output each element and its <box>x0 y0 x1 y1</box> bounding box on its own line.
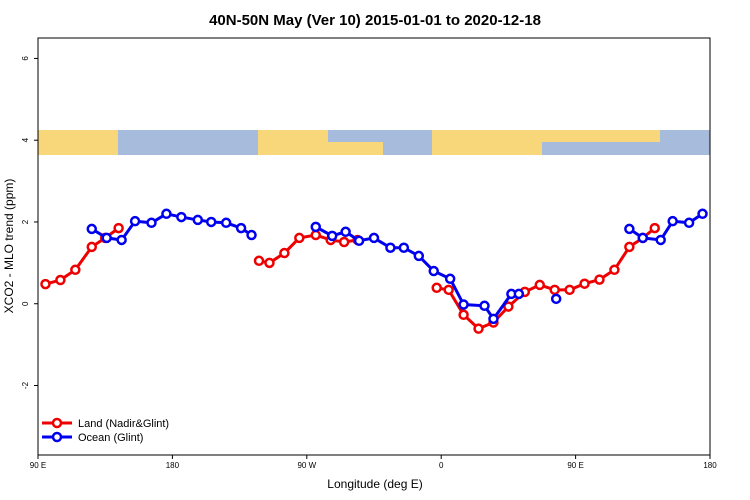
data-point <box>697 208 708 220</box>
data-point <box>624 223 635 235</box>
data-point <box>564 284 575 296</box>
data-point <box>398 242 410 253</box>
data-point <box>473 323 484 334</box>
legend-marker <box>51 431 63 443</box>
data-point <box>503 301 514 312</box>
x-tick-label: 180 <box>703 461 717 470</box>
data-point <box>86 223 98 235</box>
data-point <box>488 313 499 325</box>
data-point <box>192 214 204 226</box>
x-tick-label: 0 <box>439 461 444 470</box>
data-point <box>458 299 469 310</box>
data-point <box>116 234 127 246</box>
data-point <box>205 216 217 228</box>
data-point <box>579 278 590 289</box>
data-point <box>683 217 695 229</box>
x-axis-label: Longitude (deg E) <box>327 477 422 491</box>
y-tick-label: 0 <box>21 301 30 306</box>
plot-frame <box>37 37 711 456</box>
data-point <box>609 264 620 276</box>
data-point <box>549 284 560 296</box>
data-point <box>444 273 456 285</box>
data-point <box>667 215 678 227</box>
data-point <box>431 282 442 294</box>
data-point <box>594 274 605 285</box>
data-point <box>40 278 51 290</box>
data-point <box>428 265 439 277</box>
x-tick-label: 90 E <box>567 461 583 470</box>
y-tick-label: -2 <box>21 381 30 389</box>
series-line <box>45 226 656 331</box>
legend-label: Ocean (Glint) <box>78 432 143 444</box>
data-point <box>368 232 380 244</box>
data-point <box>55 274 66 286</box>
data-point <box>338 236 350 248</box>
data-point <box>458 309 469 321</box>
y-tick-label: 6 <box>21 56 30 61</box>
data-point <box>340 226 351 238</box>
y-axis-label: XCO2 - MLO trend (ppm) <box>2 179 16 314</box>
data-point <box>353 235 365 247</box>
data-point <box>479 300 490 312</box>
legend-marker <box>51 417 63 429</box>
data-point <box>385 242 396 253</box>
x-tick-label: 90 W <box>297 461 316 470</box>
data-point <box>101 232 112 244</box>
data-point <box>113 222 124 234</box>
data-point <box>129 215 141 227</box>
data-point <box>70 264 81 276</box>
data-point <box>220 217 232 229</box>
data-point <box>264 257 275 269</box>
legend-label: Land (Nadir&Glint) <box>78 418 169 430</box>
data-point <box>550 293 562 305</box>
data-point <box>326 230 338 242</box>
chart-title: 40N-50N May (Ver 10) 2015-01-01 to 2020-… <box>209 12 541 29</box>
data-point <box>637 232 649 244</box>
x-tick-label: 180 <box>166 461 180 470</box>
data-point <box>655 234 666 246</box>
y-tick-label: 2 <box>21 219 30 224</box>
data-point <box>624 241 635 253</box>
map-strip <box>38 130 710 155</box>
x-tick-label: 90 E <box>30 461 46 470</box>
y-tick-label: 4 <box>21 137 30 142</box>
data-point <box>513 288 525 300</box>
data-point <box>279 247 290 259</box>
data-point <box>253 255 265 267</box>
data-point <box>443 284 454 296</box>
data-point <box>235 222 247 234</box>
data-point <box>534 279 546 291</box>
data-point <box>246 229 257 241</box>
data-point <box>310 229 322 241</box>
data-point <box>86 241 98 253</box>
data-point <box>413 250 425 262</box>
data-point <box>649 222 660 234</box>
data-point <box>310 221 322 233</box>
data-point <box>176 211 187 223</box>
data-point <box>146 217 157 229</box>
data-point <box>161 208 172 220</box>
data-point <box>294 232 305 244</box>
